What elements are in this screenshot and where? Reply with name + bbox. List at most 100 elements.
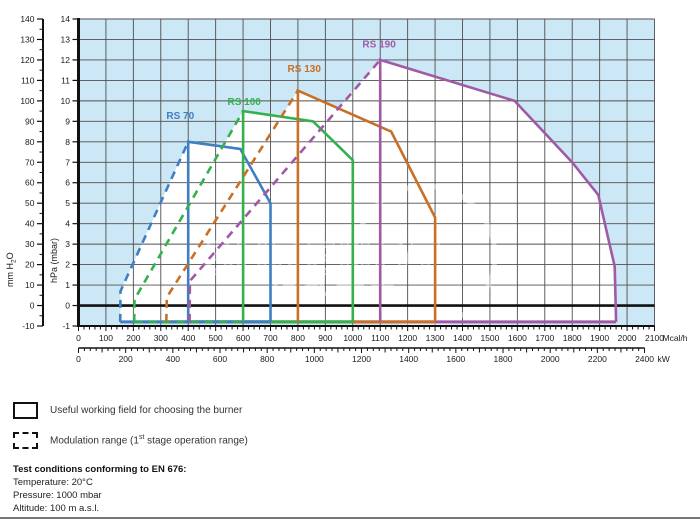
svg-text:13: 13 bbox=[61, 34, 71, 44]
svg-text:11: 11 bbox=[61, 75, 70, 85]
working-field-swatch bbox=[13, 401, 38, 419]
field-outline-rs-70 bbox=[186, 140, 272, 322]
series-rs-100: RS 100 bbox=[132, 97, 355, 322]
svg-text:1000: 1000 bbox=[305, 354, 324, 364]
legend-modulation-range: Modulation range (1st stage operation ra… bbox=[13, 427, 248, 453]
svg-text:40: 40 bbox=[25, 219, 35, 229]
series-label-rs-130: RS 130 bbox=[288, 64, 322, 75]
svg-text:600: 600 bbox=[213, 354, 227, 364]
svg-text:kW: kW bbox=[658, 354, 670, 364]
svg-text:400: 400 bbox=[181, 333, 195, 343]
svg-text:1700: 1700 bbox=[535, 333, 554, 343]
legend-working-field: Useful working field for choosing the bu… bbox=[13, 397, 248, 423]
svg-text:6: 6 bbox=[65, 178, 70, 188]
svg-text:100: 100 bbox=[20, 96, 34, 106]
svg-text:14: 14 bbox=[61, 14, 71, 24]
svg-text:1800: 1800 bbox=[563, 333, 582, 343]
svg-text:5: 5 bbox=[65, 198, 70, 208]
svg-text:1500: 1500 bbox=[480, 333, 499, 343]
y-axis-label-hpa: hPa (mbar) bbox=[49, 238, 59, 283]
series-rs-130: RS 130 bbox=[165, 64, 437, 322]
svg-text:3: 3 bbox=[65, 239, 70, 249]
svg-text:400: 400 bbox=[166, 354, 180, 364]
svg-text:600: 600 bbox=[236, 333, 250, 343]
svg-text:20: 20 bbox=[25, 260, 35, 270]
modulation-line-rs-100 bbox=[132, 110, 245, 322]
field-area-rs-190 bbox=[189, 59, 617, 322]
test-conditions: Test conditions conforming to EN 676: Te… bbox=[13, 463, 186, 515]
test-conditions-pressure: Pressure: 1000 mbar bbox=[13, 490, 102, 501]
svg-text:130: 130 bbox=[20, 34, 34, 44]
svg-text:1800: 1800 bbox=[494, 354, 513, 364]
bottom-divider bbox=[0, 517, 700, 519]
svg-text:80: 80 bbox=[25, 137, 35, 147]
series-rs-190: RS 190 bbox=[188, 40, 618, 322]
svg-text:2200: 2200 bbox=[588, 354, 607, 364]
svg-text:2400: 2400 bbox=[635, 354, 654, 364]
modulation-line-rs-130 bbox=[165, 89, 299, 322]
svg-text:Mcal/h: Mcal/h bbox=[663, 333, 688, 343]
svg-text:1300: 1300 bbox=[426, 333, 445, 343]
svg-text:700: 700 bbox=[263, 333, 277, 343]
y-axis-label-mm-h2o: mm H2O bbox=[5, 252, 18, 287]
svg-text:500: 500 bbox=[209, 333, 223, 343]
modulation-range-swatch bbox=[13, 431, 38, 449]
field-outline-rs-100 bbox=[241, 109, 355, 322]
svg-text:60: 60 bbox=[25, 178, 35, 188]
svg-text:12: 12 bbox=[61, 55, 71, 65]
series-label-rs-100: RS 100 bbox=[227, 97, 261, 108]
svg-text:140: 140 bbox=[20, 14, 34, 24]
svg-text:10: 10 bbox=[61, 96, 71, 106]
svg-text:1100: 1100 bbox=[371, 333, 390, 343]
axes: -101234567891011121314-10010203040506070… bbox=[5, 14, 688, 364]
series-rs-70: RS 70 bbox=[118, 111, 272, 322]
svg-text:9: 9 bbox=[65, 116, 70, 126]
svg-text:200: 200 bbox=[119, 354, 133, 364]
svg-text:120: 120 bbox=[20, 55, 34, 65]
svg-text:1200: 1200 bbox=[398, 333, 417, 343]
svg-text:1900: 1900 bbox=[590, 333, 609, 343]
svg-text:0: 0 bbox=[30, 301, 35, 311]
field-outline-rs-130 bbox=[296, 88, 437, 322]
svg-text:110: 110 bbox=[21, 75, 35, 85]
svg-text:900: 900 bbox=[318, 333, 332, 343]
svg-text:SUREHOT: SUREHOT bbox=[203, 232, 442, 284]
svg-text:30: 30 bbox=[25, 239, 35, 249]
svg-text:2000: 2000 bbox=[541, 354, 560, 364]
svg-text:-10: -10 bbox=[22, 321, 35, 331]
svg-text:-1: -1 bbox=[62, 321, 70, 331]
svg-text:70: 70 bbox=[25, 157, 35, 167]
legend-working-field-label: Useful working field for choosing the bu… bbox=[50, 404, 243, 416]
svg-text:10: 10 bbox=[25, 280, 35, 290]
svg-text:2000: 2000 bbox=[618, 333, 637, 343]
test-conditions-altitude: Altitude: 100 m a.s.l. bbox=[13, 503, 100, 514]
svg-text:0: 0 bbox=[65, 301, 70, 311]
svg-text:1600: 1600 bbox=[508, 333, 527, 343]
svg-text:1000: 1000 bbox=[343, 333, 362, 343]
test-conditions-temperature: Temperature: 20°C bbox=[13, 477, 93, 488]
svg-text:200: 200 bbox=[126, 333, 140, 343]
svg-text:1400: 1400 bbox=[453, 333, 472, 343]
test-conditions-title: Test conditions conforming to EN 676: bbox=[13, 464, 187, 475]
series-label-rs-190: RS 190 bbox=[362, 40, 396, 51]
svg-text:2: 2 bbox=[65, 260, 70, 270]
legend-modulation-range-label: Modulation range (1st stage operation ra… bbox=[50, 433, 248, 447]
svg-text:2100: 2100 bbox=[645, 333, 664, 343]
svg-text:800: 800 bbox=[260, 354, 274, 364]
svg-text:4: 4 bbox=[65, 219, 70, 229]
svg-text:100: 100 bbox=[99, 333, 113, 343]
svg-text:90: 90 bbox=[25, 116, 35, 126]
field-outline-rs-190 bbox=[378, 58, 618, 322]
series-label-rs-70: RS 70 bbox=[166, 111, 194, 122]
svg-text:300: 300 bbox=[154, 333, 168, 343]
svg-text:1200: 1200 bbox=[352, 354, 371, 364]
svg-text:50: 50 bbox=[25, 198, 35, 208]
svg-text:1600: 1600 bbox=[446, 354, 465, 364]
svg-text:800: 800 bbox=[291, 333, 305, 343]
svg-text:7: 7 bbox=[65, 157, 70, 167]
svg-text:8: 8 bbox=[65, 137, 70, 147]
svg-text:1400: 1400 bbox=[399, 354, 418, 364]
svg-text:0: 0 bbox=[76, 354, 81, 364]
